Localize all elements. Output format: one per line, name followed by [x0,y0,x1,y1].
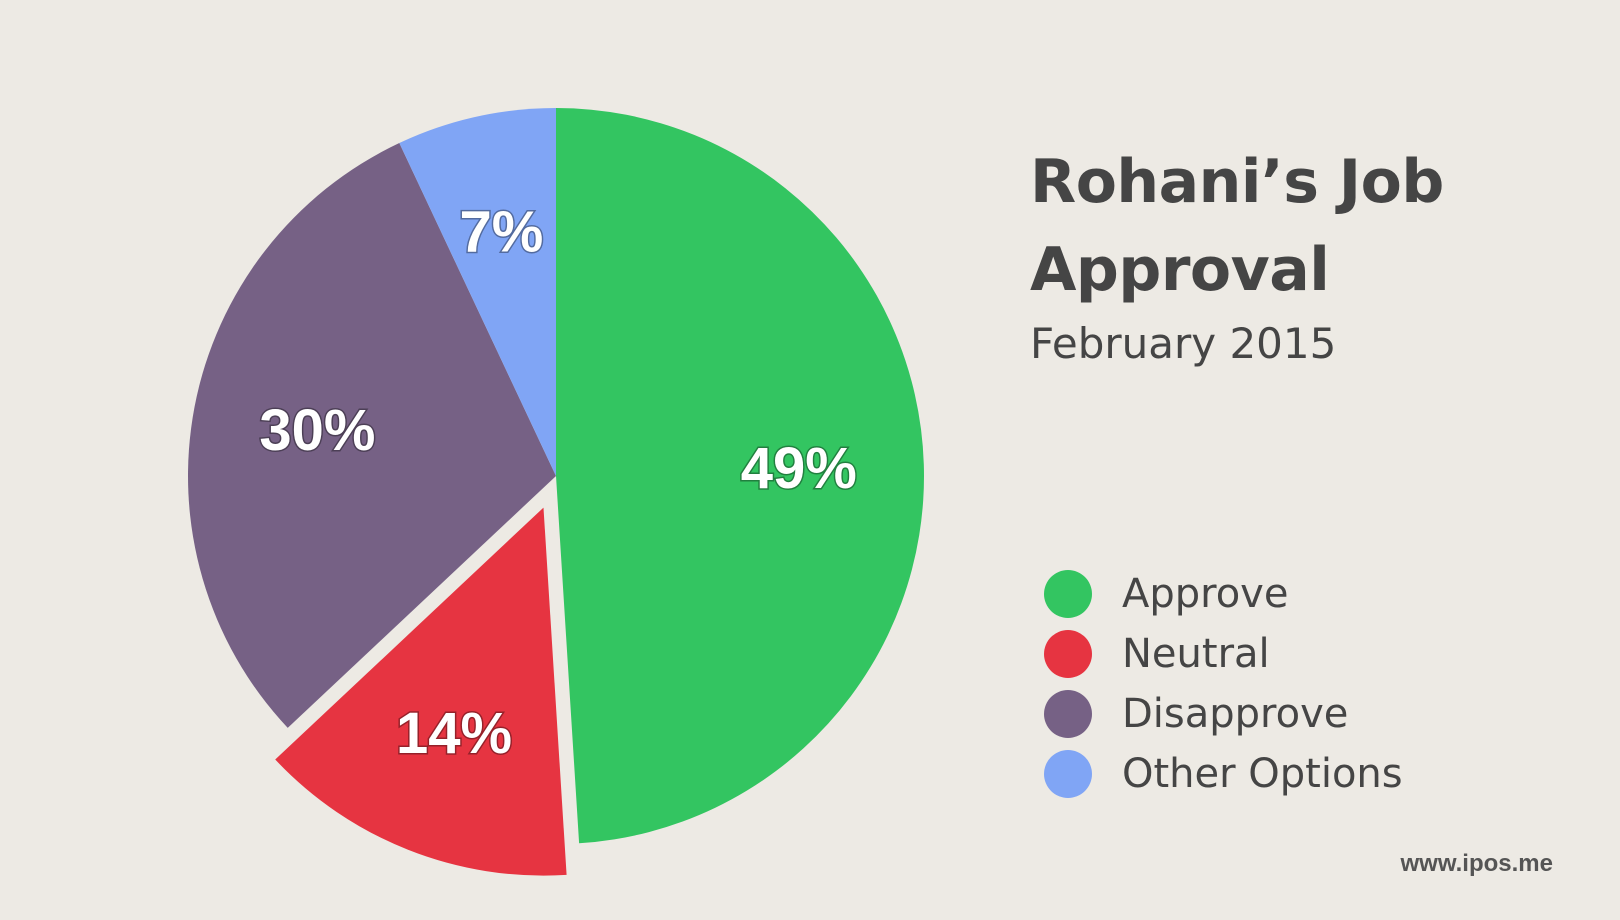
legend-swatch-other-options [1044,750,1092,798]
pie-slice-disapprove [187,143,556,728]
chart-subtitle: February 2015 [1030,319,1337,368]
pie-slice-other-options [399,108,556,476]
legend-item-other-options: Other Options [1044,744,1403,804]
legend-swatch-disapprove [1044,690,1092,738]
pie-chart: 49% 14% 30% 7% [187,108,925,876]
legend-swatch-neutral [1044,630,1092,678]
legend-label: Neutral [1122,631,1270,677]
pie-slice-approve [556,108,925,844]
legend-label: Disapprove [1122,691,1349,737]
data-label-disapprove: 30% [259,398,375,463]
legend-label: Other Options [1122,751,1403,797]
source-credit: www.ipos.me [1400,850,1553,877]
legend-item-approve: Approve [1044,564,1403,624]
legend-label: Approve [1122,571,1289,617]
data-label-other-options: 7% [459,199,543,264]
legend-item-disapprove: Disapprove [1044,684,1403,744]
data-label-neutral: 14% [396,701,512,766]
chart-title: Rohani’s Job Approval [1030,147,1444,305]
title-block: Rohani’s Job Approval February 2015 [1030,138,1590,372]
pie-slice-neutral [275,507,567,876]
data-label-approve: 49% [741,436,857,501]
legend-item-neutral: Neutral [1044,624,1403,684]
legend: Approve Neutral Disapprove Other Options [1044,564,1403,804]
legend-swatch-approve [1044,570,1092,618]
